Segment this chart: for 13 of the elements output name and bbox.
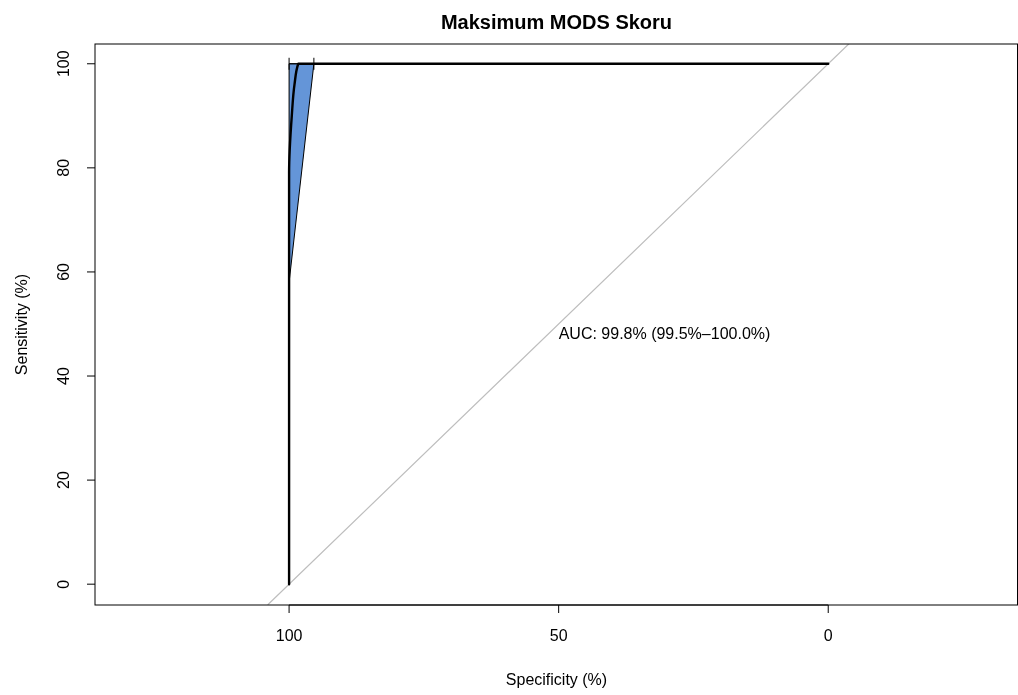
chart-title: Maksimum MODS Skoru: [440, 11, 673, 33]
y-tick-label: 80: [55, 158, 72, 177]
y-tick-label: 20: [55, 471, 72, 489]
y-tick-label: 60: [55, 262, 72, 281]
y-tick-label: 40: [55, 367, 72, 385]
x-axis-title: Specificity (%): [505, 671, 608, 688]
y-tick-label: 0: [55, 579, 72, 589]
y-axis-title: Sensitivity (%): [13, 273, 30, 376]
x-tick-label: 50: [549, 627, 568, 644]
y-tick-label: 100: [55, 50, 72, 78]
x-tick-label: 100: [275, 627, 303, 644]
x-tick-label: 0: [823, 627, 833, 644]
annotation: AUC: 99.8% (99.5%–100.0%): [558, 324, 771, 342]
